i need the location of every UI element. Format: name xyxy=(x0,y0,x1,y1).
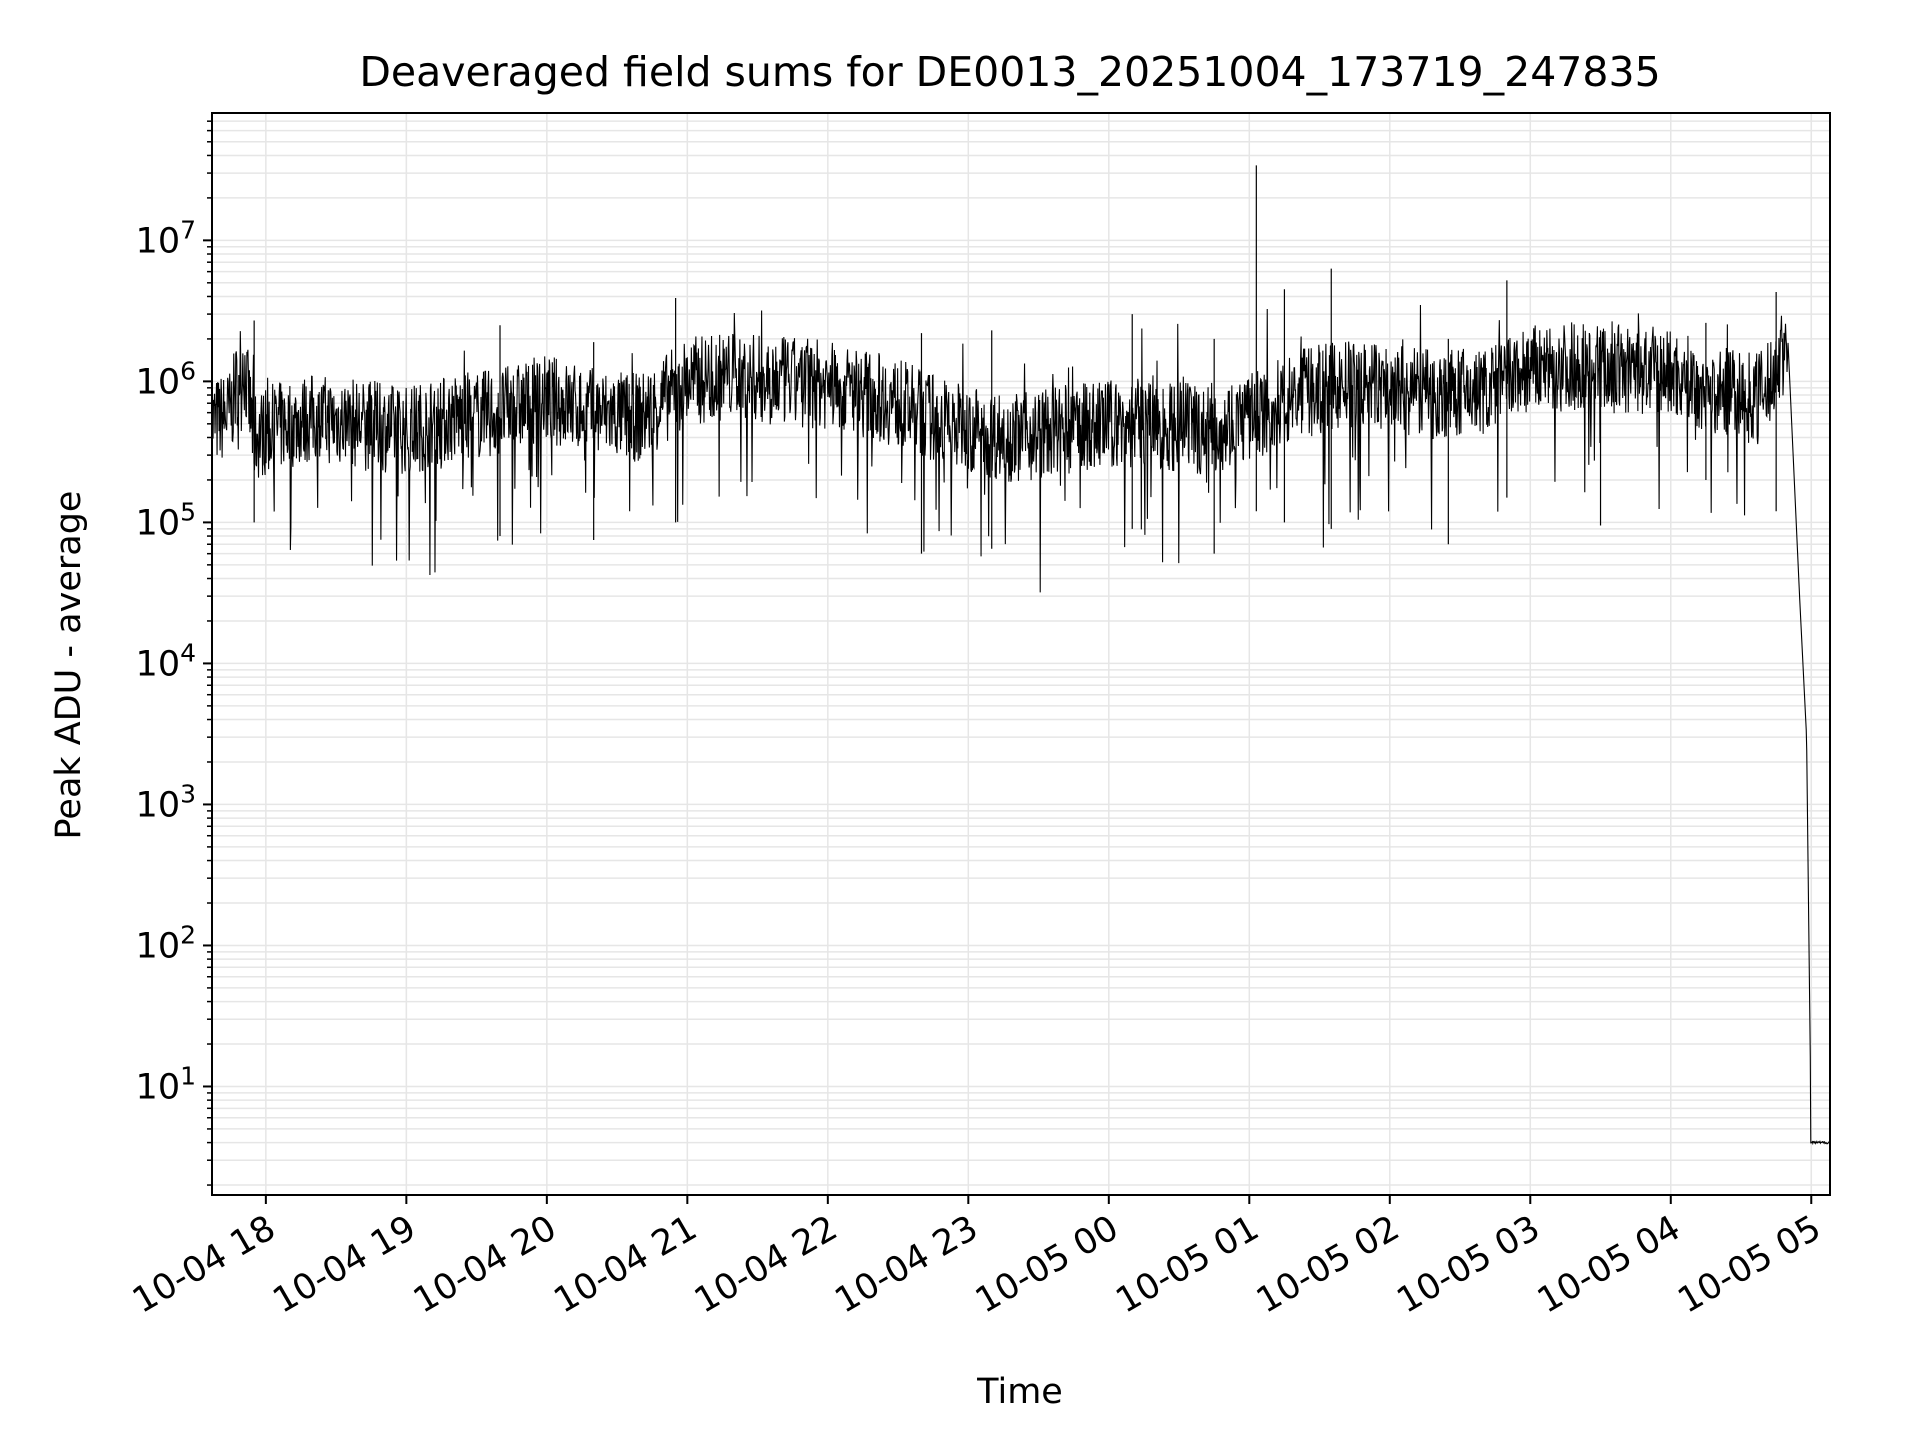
y-tick-label: 105 xyxy=(136,497,196,543)
y-tick-label: 101 xyxy=(136,1061,196,1107)
chart-title: Deaveraged field sums for DE0013_2025100… xyxy=(359,48,1660,96)
grid-major xyxy=(212,113,1830,1195)
y-axis-label: Peak ADU - average xyxy=(49,491,89,840)
y-tick-label: 107 xyxy=(136,215,196,261)
grid-minor xyxy=(212,120,1830,1186)
data-line xyxy=(211,305,1831,1146)
y-tick-label: 106 xyxy=(136,356,196,402)
plot-frame xyxy=(211,112,1831,1196)
x-axis-label: Time xyxy=(976,1372,1063,1412)
y-axis: 101 102 103 104 105 106 107 xyxy=(136,120,212,1186)
data-layer xyxy=(211,165,1831,1146)
y-tick-label: 102 xyxy=(136,920,196,966)
y-tick-label: 103 xyxy=(136,779,196,825)
y-tick-label: 104 xyxy=(136,638,196,684)
